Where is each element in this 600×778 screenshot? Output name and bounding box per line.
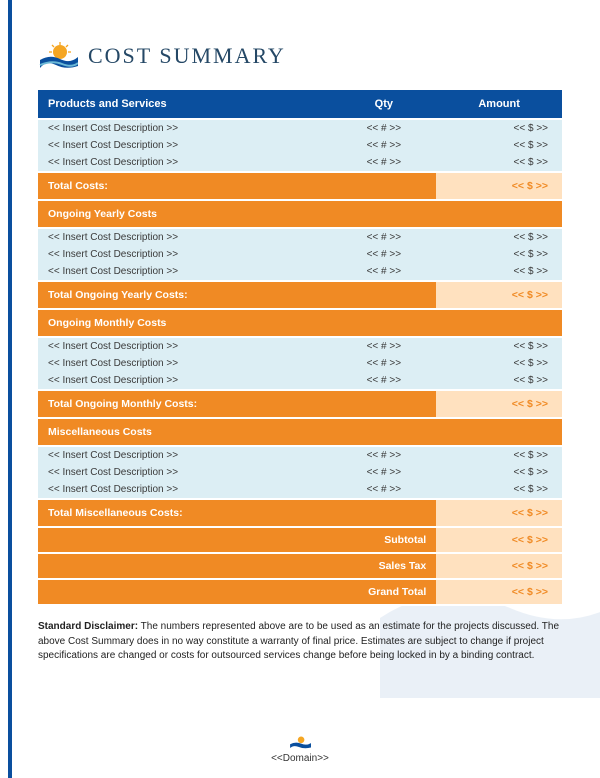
cost-qty: << # >> [331,464,436,481]
disclaimer: Standard Disclaimer: The numbers represe… [38,620,562,664]
cost-description: << Insert Cost Description >> [38,137,331,154]
summary-label: Grand Total [38,580,436,604]
section-total-label: Total Costs: [38,173,436,199]
sun-wave-logo-icon [38,40,78,72]
section-heading-row: Miscellaneous Costs [38,419,562,445]
cost-qty: << # >> [331,372,436,389]
cost-qty: << # >> [331,355,436,372]
cost-qty: << # >> [331,120,436,137]
section-total-row: Total Costs:<< $ >> [38,173,562,199]
cost-qty: << # >> [331,338,436,355]
section-heading: Miscellaneous Costs [38,419,562,445]
page-title: COST SUMMARY [88,43,286,69]
disclaimer-label: Standard Disclaimer: [38,621,138,632]
cost-amount: << $ >> [436,372,562,389]
cost-qty: << # >> [331,246,436,263]
table-row: << Insert Cost Description >><< # >><< $… [38,229,562,246]
cost-amount: << $ >> [436,355,562,372]
table-row: << Insert Cost Description >><< # >><< $… [38,481,562,498]
section-heading: Ongoing Yearly Costs [38,201,562,227]
summary-row: Subtotal<< $ >> [38,528,562,552]
col-header-amount: Amount [436,90,562,118]
summary-amount: << $ >> [436,554,562,578]
section-heading-row: Ongoing Yearly Costs [38,201,562,227]
cost-description: << Insert Cost Description >> [38,154,331,171]
cost-amount: << $ >> [436,120,562,137]
cost-qty: << # >> [331,447,436,464]
table-row: << Insert Cost Description >><< # >><< $… [38,263,562,280]
section-total-row: Total Miscellaneous Costs:<< $ >> [38,500,562,526]
cost-description: << Insert Cost Description >> [38,464,331,481]
cost-qty: << # >> [331,263,436,280]
section-total-amount: << $ >> [436,173,562,199]
table-row: << Insert Cost Description >><< # >><< $… [38,154,562,171]
cost-description: << Insert Cost Description >> [38,372,331,389]
table-row: << Insert Cost Description >><< # >><< $… [38,447,562,464]
cost-amount: << $ >> [436,229,562,246]
cost-description: << Insert Cost Description >> [38,120,331,137]
section-total-amount: << $ >> [436,282,562,308]
footer-text: <<Domain>> [271,753,329,764]
section-heading-row: Ongoing Monthly Costs [38,310,562,336]
cost-amount: << $ >> [436,447,562,464]
page-content: COST SUMMARY Products and ServicesQtyAmo… [0,0,600,684]
cost-amount: << $ >> [436,246,562,263]
cost-amount: << $ >> [436,154,562,171]
cost-qty: << # >> [331,481,436,498]
summary-amount: << $ >> [436,580,562,604]
summary-amount: << $ >> [436,528,562,552]
cost-qty: << # >> [331,137,436,154]
cost-amount: << $ >> [436,464,562,481]
cost-amount: << $ >> [436,338,562,355]
section-heading: Ongoing Monthly Costs [38,310,562,336]
table-row: << Insert Cost Description >><< # >><< $… [38,246,562,263]
table-row: << Insert Cost Description >><< # >><< $… [38,338,562,355]
table-row: << Insert Cost Description >><< # >><< $… [38,137,562,154]
section-total-label: Total Ongoing Yearly Costs: [38,282,436,308]
section-total-amount: << $ >> [436,500,562,526]
cost-description: << Insert Cost Description >> [38,355,331,372]
section-total-label: Total Ongoing Monthly Costs: [38,391,436,417]
section-total-amount: << $ >> [436,391,562,417]
cost-description: << Insert Cost Description >> [38,229,331,246]
left-accent-bar [8,0,12,778]
cost-description: << Insert Cost Description >> [38,338,331,355]
summary-row: Grand Total<< $ >> [38,580,562,604]
col-header-qty: Qty [331,90,436,118]
cost-description: << Insert Cost Description >> [38,246,331,263]
section-total-row: Total Ongoing Yearly Costs:<< $ >> [38,282,562,308]
cost-qty: << # >> [331,154,436,171]
cost-description: << Insert Cost Description >> [38,447,331,464]
table-row: << Insert Cost Description >><< # >><< $… [38,355,562,372]
summary-row: Sales Tax<< $ >> [38,554,562,578]
cost-qty: << # >> [331,229,436,246]
cost-description: << Insert Cost Description >> [38,263,331,280]
footer-logo-icon [289,733,311,751]
footer: <<Domain>> [0,733,600,764]
section-total-row: Total Ongoing Monthly Costs:<< $ >> [38,391,562,417]
table-row: << Insert Cost Description >><< # >><< $… [38,464,562,481]
cost-amount: << $ >> [436,481,562,498]
spacer-row [38,604,562,606]
col-header-desc: Products and Services [38,90,331,118]
table-header-row: Products and ServicesQtyAmount [38,90,562,118]
cost-amount: << $ >> [436,137,562,154]
cost-amount: << $ >> [436,263,562,280]
table-row: << Insert Cost Description >><< # >><< $… [38,372,562,389]
header: COST SUMMARY [38,40,562,72]
cost-summary-table: Products and ServicesQtyAmount << Insert … [38,90,562,606]
table-row: << Insert Cost Description >><< # >><< $… [38,120,562,137]
section-total-label: Total Miscellaneous Costs: [38,500,436,526]
summary-label: Subtotal [38,528,436,552]
summary-label: Sales Tax [38,554,436,578]
cost-description: << Insert Cost Description >> [38,481,331,498]
